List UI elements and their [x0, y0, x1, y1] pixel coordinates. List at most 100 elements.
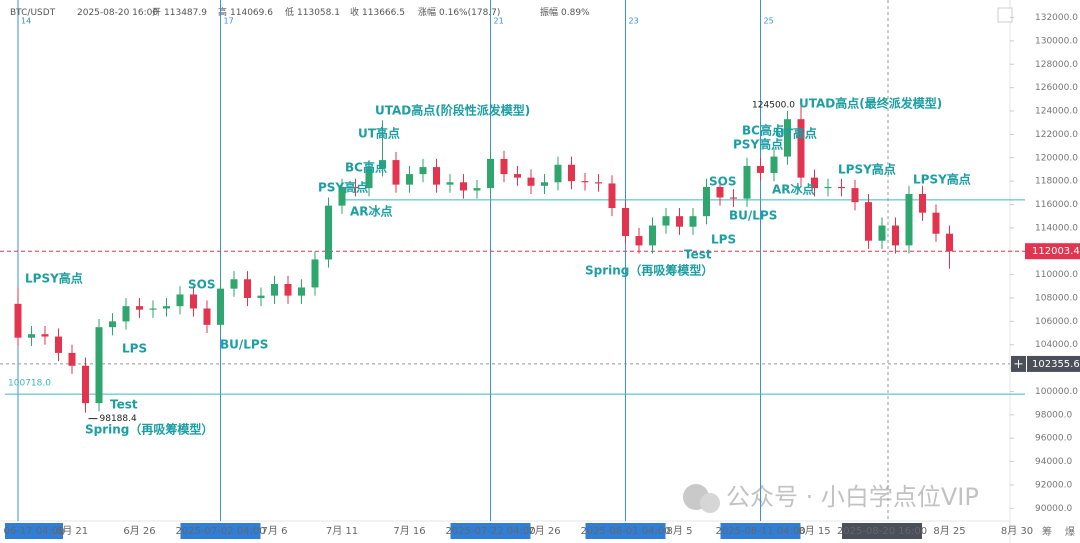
annotation: LPSY高点: [913, 172, 971, 187]
candle-body: [473, 188, 481, 191]
candle-body: [217, 288, 224, 325]
header-field: 振幅: [540, 6, 558, 18]
candle-body: [271, 283, 278, 296]
candle-body: [689, 216, 697, 227]
candle-body: [68, 352, 76, 366]
x-tick-label: 7月 6: [262, 525, 288, 537]
x-tick-label: 8月 5: [667, 525, 693, 537]
header-field: 0.89%: [561, 8, 590, 18]
candle-body: [595, 182, 602, 184]
y-tick-label: 130000.0: [1035, 36, 1078, 46]
header-field: 涨幅: [418, 6, 436, 18]
candle-body: [41, 334, 49, 337]
candle-body: [905, 193, 913, 246]
high-marker: 124500.0: [752, 101, 795, 111]
header-field: 2025-08-20 16:00: [77, 8, 158, 18]
candle-body: [244, 279, 251, 298]
candle-body: [163, 306, 170, 309]
candle-body: [770, 156, 778, 173]
annotation: UTAD高点(阶段性派发模型): [375, 103, 530, 118]
x-tick-label: 8月 30: [1001, 525, 1033, 537]
y-tick-label: 118000.0: [1035, 177, 1078, 187]
y-tick-label: 126000.0: [1035, 83, 1078, 93]
header-field: 高: [218, 6, 227, 18]
session-label: 23: [629, 17, 639, 26]
candle-body: [230, 279, 238, 289]
candle-body: [851, 188, 859, 203]
candle-body: [919, 193, 926, 213]
y-tick-label: 104000.0: [1035, 340, 1078, 350]
annotation: Spring（再吸筹模型）: [585, 263, 713, 278]
x-label-box: [180, 523, 261, 539]
candle-body: [28, 334, 35, 338]
candle-body: [203, 308, 211, 325]
header-field: 开: [152, 7, 161, 18]
candle-body: [608, 183, 616, 208]
annotation: SOS: [188, 278, 216, 292]
annotation: AR冰点: [350, 204, 393, 219]
annotation: AR冰点: [772, 182, 815, 197]
session-label: 17: [224, 17, 234, 26]
header-text: BTC/USDT: [10, 8, 56, 18]
annotation: UTAD高点(最终派发模型): [799, 96, 942, 111]
candle-body: [838, 186, 845, 189]
candle-body: [14, 303, 22, 338]
annotation: UT高点: [775, 126, 817, 141]
annotation: UT高点: [358, 126, 400, 141]
candle-body: [149, 308, 157, 310]
x-tick-label: 06-17 04:00: [3, 526, 64, 537]
header-text: 开 113487.9: [152, 7, 207, 18]
candle-body: [581, 181, 589, 183]
candle-body: [55, 336, 62, 353]
candle-body: [541, 182, 548, 186]
y-tick-label: 98000.0: [1035, 410, 1072, 420]
candle-body: [784, 119, 791, 157]
x-label-box: [842, 523, 922, 539]
candle-body: [514, 174, 521, 178]
annotation: LPSY高点: [25, 271, 83, 286]
candle-body: [379, 160, 386, 169]
annotation: Test: [684, 248, 712, 262]
candle-body: [311, 259, 319, 288]
header-text: 振幅 0.89%: [540, 6, 590, 18]
side-button[interactable]: 爆: [1065, 526, 1075, 538]
session-label: 25: [764, 17, 774, 26]
candle-body: [716, 186, 724, 198]
header-text: 收 113666.5: [350, 6, 405, 18]
crosshair-price-label: 102355.6: [1032, 359, 1080, 370]
annotation: SOS: [709, 175, 737, 189]
header-field: 收: [350, 6, 359, 18]
watermark-icon: [683, 484, 720, 513]
last-price-box: [1025, 243, 1080, 260]
header-field: 低: [285, 6, 294, 18]
candle-body: [136, 306, 143, 310]
support-label: 100718.0: [8, 379, 51, 389]
header-field: 114069.6: [230, 8, 273, 18]
candle-body: [878, 225, 886, 241]
side-button[interactable]: 筹: [1042, 525, 1052, 538]
y-tick-label: 116000.0: [1035, 200, 1078, 210]
header-field: 113666.5: [362, 8, 405, 18]
x-label-box: [720, 523, 801, 539]
x-tick-label: 7月 16: [393, 525, 425, 537]
candle-body: [568, 164, 575, 182]
annotation: PSY高点: [318, 180, 368, 195]
candle-body: [932, 212, 940, 234]
crosshair-price-box: [1027, 355, 1080, 372]
session-label: 14: [21, 17, 31, 26]
fullscreen-button[interactable]: [997, 7, 1013, 23]
candle-body: [743, 165, 751, 199]
y-tick-label: 132000.0: [1035, 13, 1078, 23]
header-text: 高 114069.6: [218, 6, 273, 18]
y-tick-label: 124000.0: [1035, 107, 1078, 117]
header-field: 113487.9: [164, 8, 207, 18]
candle-body: [95, 327, 103, 404]
candle-body: [811, 177, 818, 189]
candle-body: [109, 321, 116, 328]
candle-body: [527, 177, 535, 186]
y-tick-label: 122000.0: [1035, 130, 1078, 140]
candle-body: [190, 294, 197, 309]
header-field: BTC/USDT: [10, 8, 56, 18]
header-text: 低 113058.1: [285, 6, 340, 18]
candle-body: [892, 225, 899, 246]
